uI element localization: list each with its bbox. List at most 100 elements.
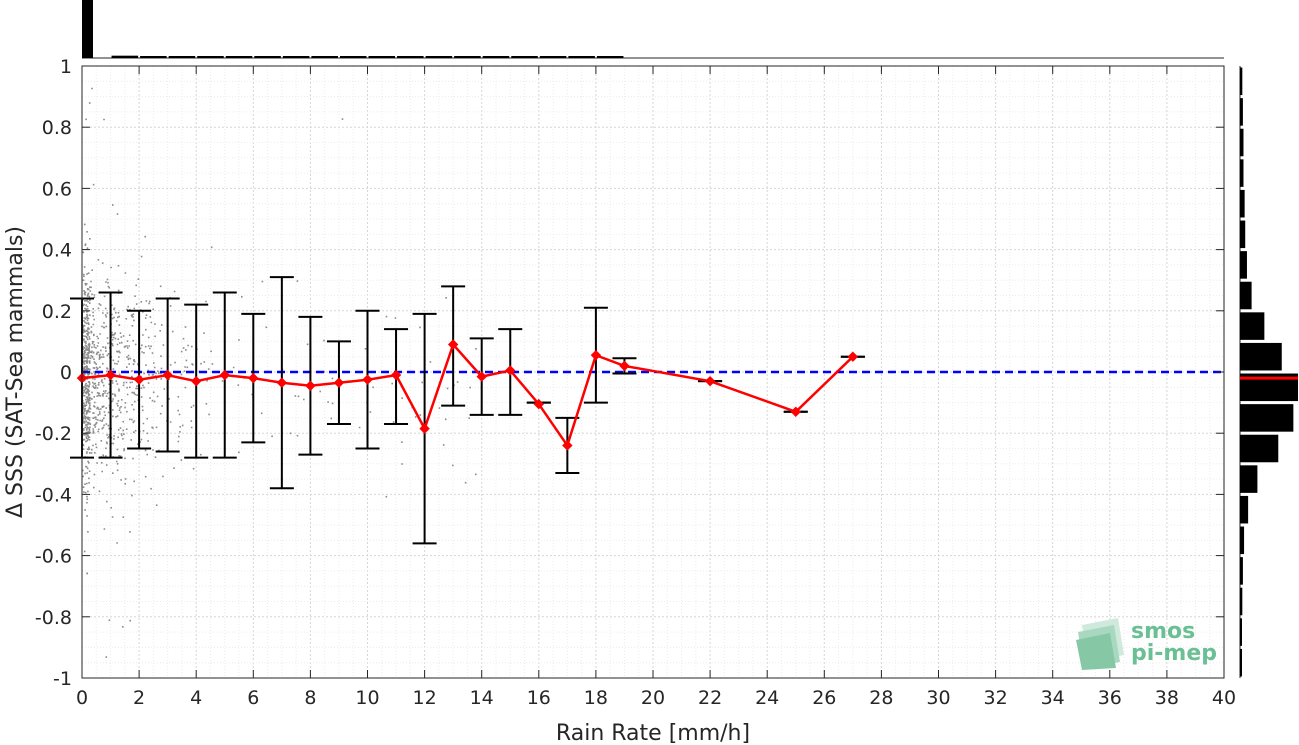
top-hist-bar (111, 55, 139, 58)
mean-marker (362, 374, 373, 385)
top-hist-bar (397, 56, 424, 58)
x-tick-label: 30 (926, 687, 950, 709)
mean-marker (419, 423, 430, 434)
mean-marker (533, 398, 545, 410)
top-histogram (82, 0, 1224, 59)
mean-marker (790, 406, 801, 417)
x-tick-label: 38 (1155, 687, 1179, 709)
right-hist-bar (1240, 648, 1242, 677)
top-hist-bar (225, 56, 253, 58)
y-axis-label: Δ SSS (SAT-Sea mammals) (3, 226, 28, 518)
x-tick-label: 22 (698, 687, 722, 709)
x-axis-label: Rain Rate [mm/h] (556, 721, 750, 745)
logo-line2: pi-mep (1131, 641, 1217, 666)
x-tick-label: 6 (247, 687, 259, 709)
y-tick-label: 0.6 (42, 178, 72, 200)
top-hist-bar (454, 56, 481, 58)
y-tick-label: 0 (60, 362, 72, 384)
x-tick-label: 2 (133, 687, 145, 709)
right-hist-bar (1240, 618, 1242, 646)
y-tick-label: -0.8 (35, 607, 72, 629)
mean-marker (476, 371, 487, 382)
top-hist-bar (425, 56, 453, 58)
x-tick-label: 8 (304, 687, 316, 709)
top-hist-bar (197, 56, 224, 58)
mean-marker (333, 377, 345, 388)
right-hist-bar (1240, 342, 1282, 371)
top-hist-bar (82, 0, 93, 58)
top-hist-bar (539, 56, 567, 58)
mean-marker (590, 349, 602, 361)
x-tick-label: 16 (527, 687, 551, 709)
mean-line (76, 339, 859, 451)
right-hist-bar (1240, 557, 1243, 585)
error-bars (70, 276, 865, 545)
mean-marker (847, 351, 859, 362)
right-hist-bar (1240, 587, 1243, 616)
y-tick-labels: -1 -0.8 -0.6 -0.4 -0.2 0 0.2 0.4 0.6 0.8 1 (35, 56, 72, 690)
mean-marker (619, 360, 630, 372)
mean-marker (704, 375, 716, 387)
x-tick-label: 12 (413, 687, 437, 709)
x-tick-label: 36 (1098, 687, 1122, 709)
right-hist-bar (1240, 434, 1279, 463)
y-tick-label: 0.4 (42, 240, 72, 262)
y-tick-label: -1 (53, 668, 72, 690)
right-histogram (1239, 66, 1298, 678)
scatter-cloud (82, 87, 483, 658)
mean-marker (190, 375, 202, 387)
y-tick-label: 1 (60, 56, 72, 78)
right-hist-bar (1240, 189, 1245, 218)
x-tick-label: 40 (1212, 687, 1236, 709)
x-tick-label: 4 (190, 687, 202, 709)
y-tick-label: 0.8 (42, 117, 72, 139)
right-hist-bar (1240, 67, 1243, 96)
y-tick-label: -0.2 (35, 423, 72, 445)
mean-marker (248, 372, 259, 384)
mean-marker (219, 369, 230, 381)
top-hist-bar (482, 56, 510, 58)
right-hist-bar (1240, 281, 1252, 310)
mean-line-path (81, 342, 854, 449)
logo-mark-icon (1076, 618, 1124, 670)
axes-frame (81, 65, 1225, 679)
top-hist-bar (511, 56, 538, 58)
x-tick-label: 32 (984, 687, 1008, 709)
mean-marker (562, 440, 573, 451)
right-hist-bar (1240, 159, 1244, 187)
top-hist-bar (254, 56, 281, 58)
x-tick-label: 34 (1041, 687, 1065, 709)
mean-marker (162, 369, 173, 381)
top-hist-bar (339, 56, 367, 58)
mean-marker (105, 369, 116, 381)
mean-marker (505, 365, 516, 376)
top-hist-bar (168, 56, 196, 58)
x-tick-label: 28 (869, 687, 893, 709)
right-hist-bar (1240, 465, 1258, 493)
top-hist-bar (596, 56, 624, 58)
mean-marker (447, 339, 459, 350)
y-tick-label: -0.6 (35, 546, 72, 568)
logo-line1: smos (1131, 619, 1195, 644)
top-hist-bar (282, 56, 310, 58)
right-hist-bar (1240, 98, 1243, 126)
x-tick-label: 14 (470, 687, 494, 709)
right-hist-bar (1240, 495, 1249, 524)
mean-marker (276, 377, 288, 388)
top-hist-bar (568, 56, 595, 58)
top-hist-bar (311, 56, 338, 58)
mean-marker (390, 369, 402, 381)
x-tick-labels: 0 2 4 6 8 10 12 14 16 18 20 22 24 26 28 30 32 34 36 38 40 (76, 687, 1236, 709)
right-hist-bar (1240, 251, 1247, 279)
right-hist-bar (1240, 312, 1265, 340)
x-tick-label: 24 (755, 687, 779, 709)
y-tick-label: -0.4 (35, 484, 72, 506)
smos-pimep-logo: smos pi-mep (1076, 618, 1217, 670)
right-hist-bar (1240, 128, 1244, 157)
top-hist-bar (140, 56, 167, 58)
x-tick-label: 0 (76, 687, 88, 709)
top-hist-bar (368, 56, 396, 58)
right-hist-bar (1240, 404, 1294, 432)
right-hist-bar (1240, 220, 1246, 249)
